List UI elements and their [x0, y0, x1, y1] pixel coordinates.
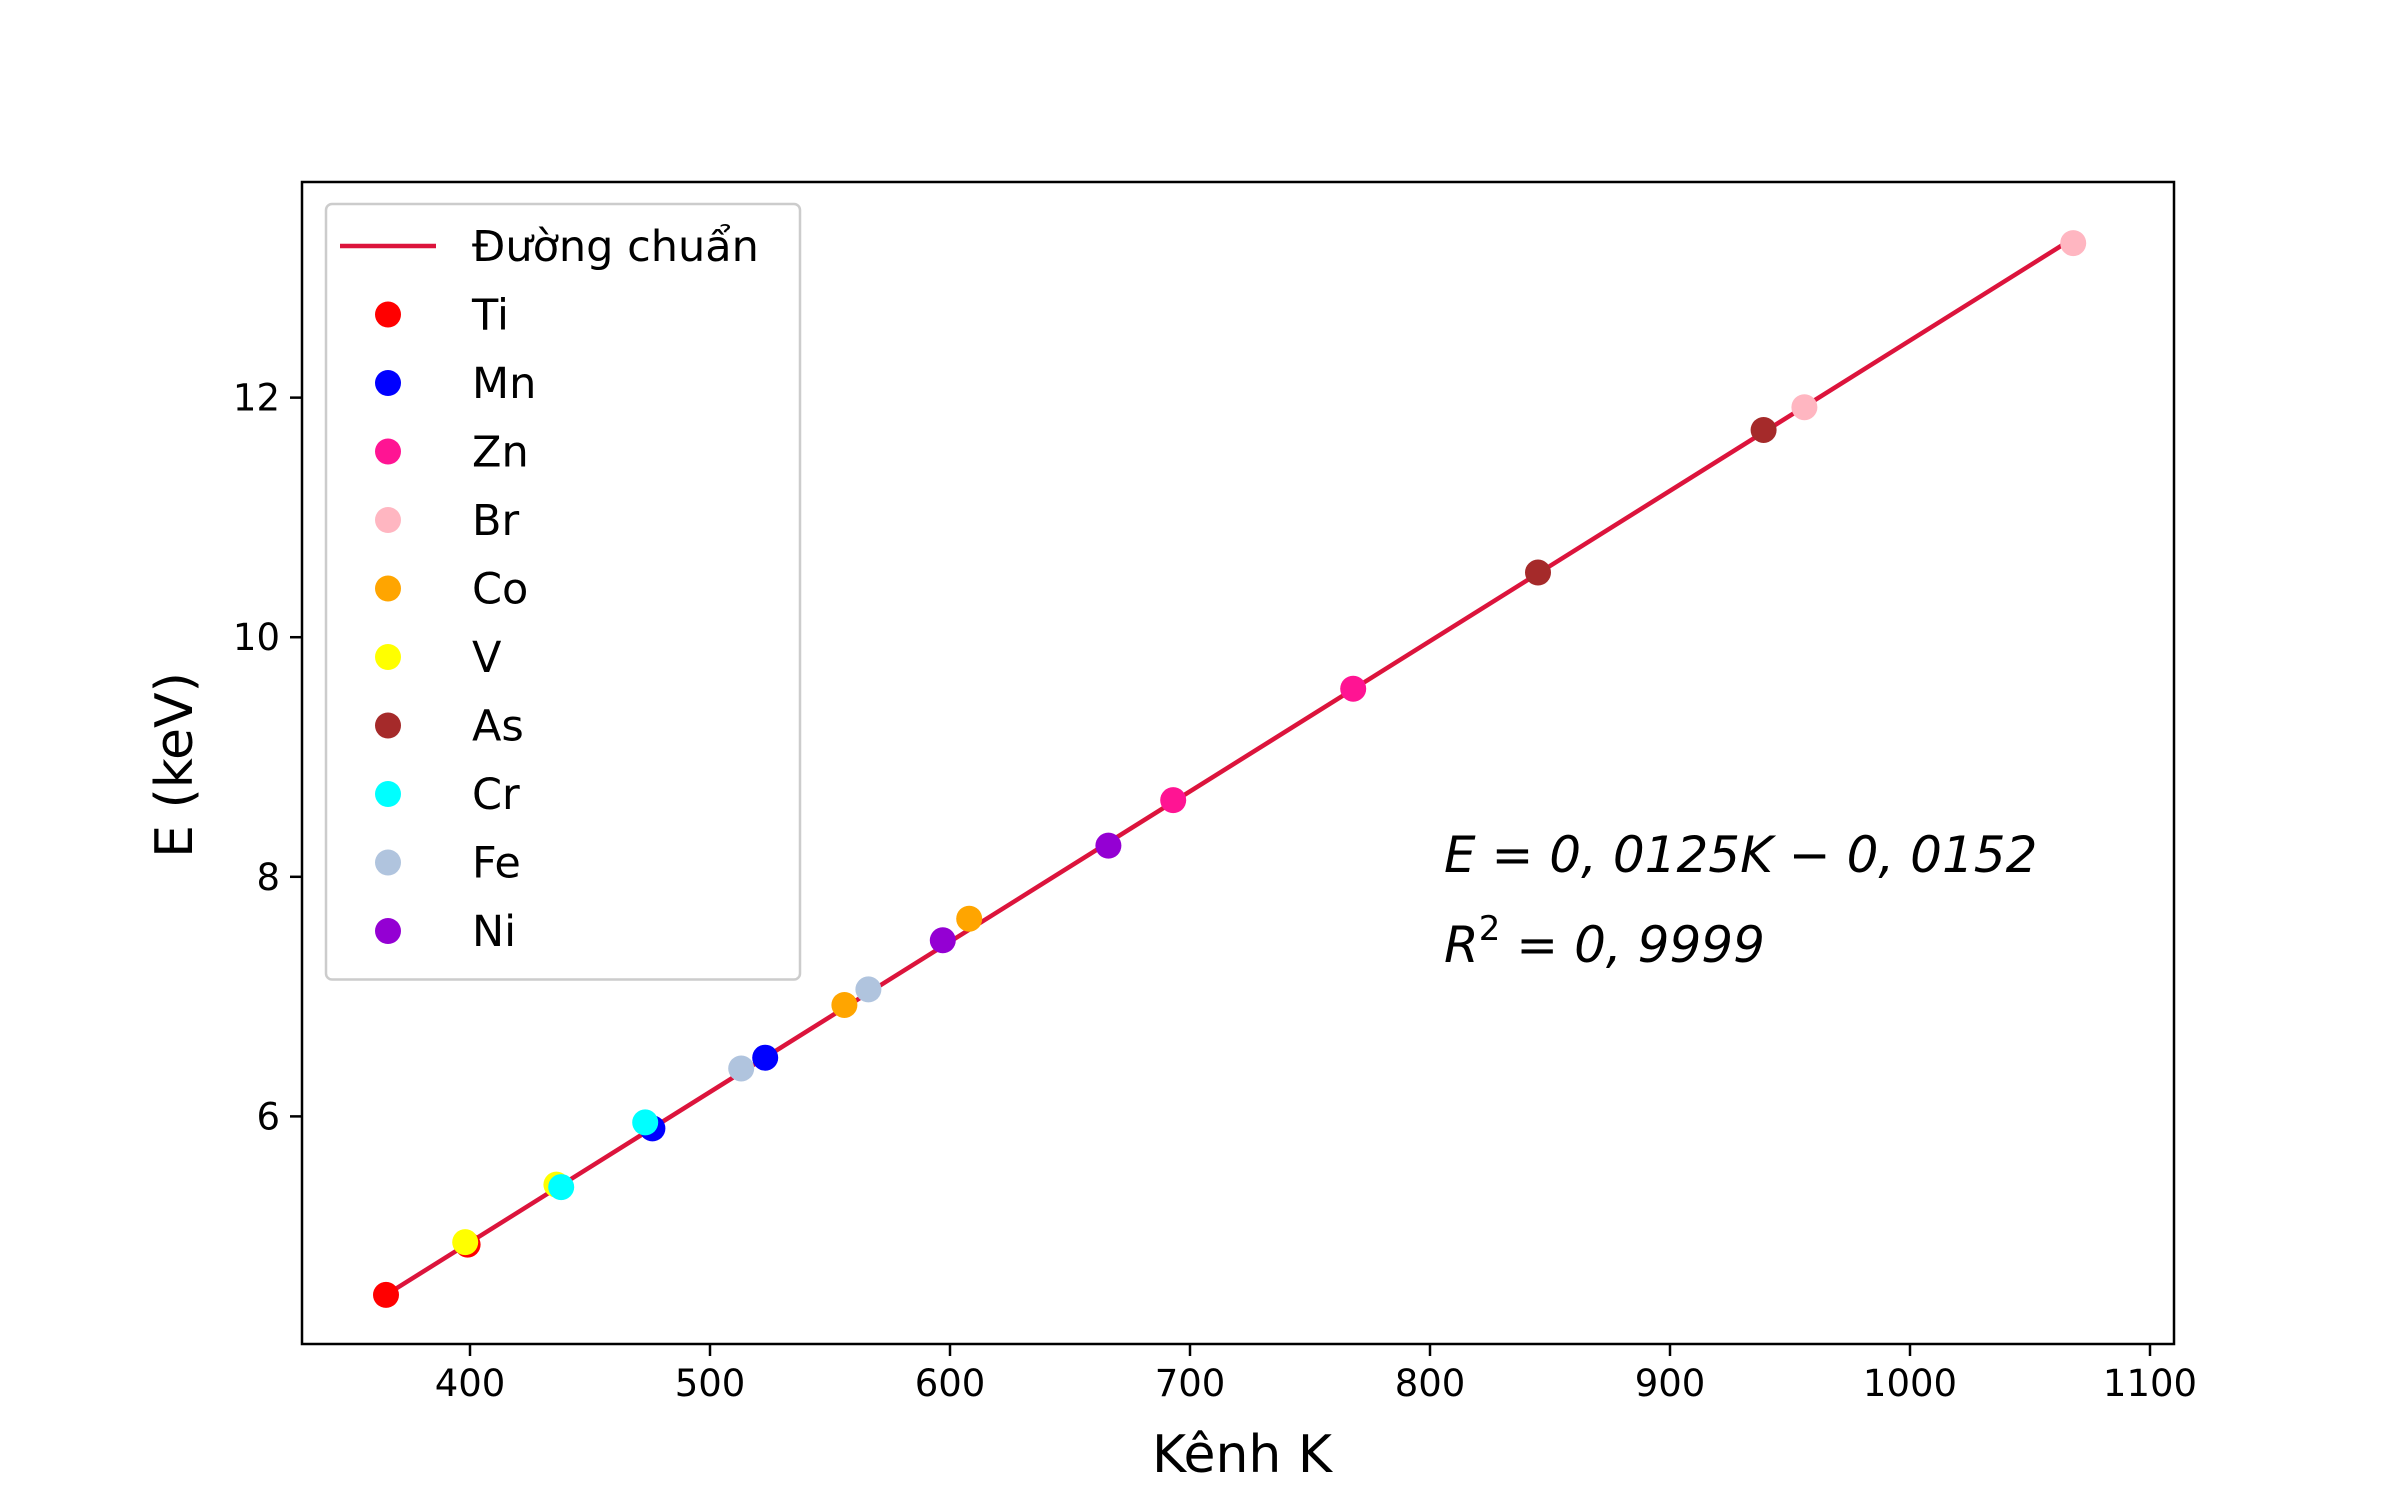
data-point-as-1: [1525, 559, 1551, 586]
axes-frame: [300, 180, 2176, 1346]
legend-label-v: V: [472, 633, 502, 683]
axes: 400 500 600 700 800 900 1000 1100 6 8 10 12: [233, 180, 2197, 1405]
y-tick-label-8: 8: [256, 856, 280, 899]
data-point-v-1: [452, 1229, 479, 1256]
data-point-br-2: [2060, 230, 2087, 257]
fit-annotation: E = 0, 0125K − 0, 0152 R2 = 0, 9999: [1444, 826, 2037, 974]
legend-frame: [324, 202, 802, 981]
x-tick-label-600: 600: [915, 1362, 986, 1405]
x-tick-label-800: 800: [1395, 1362, 1466, 1405]
legend-label-fe: Fe: [472, 839, 521, 889]
data-point-ti-1: [373, 1281, 399, 1308]
data-point-zn-1: [1160, 787, 1187, 814]
legend-marker-mn: [375, 370, 401, 396]
legend-label-co: Co: [472, 565, 528, 615]
data-point-cr-1: [548, 1174, 575, 1201]
data-point-mn-2: [752, 1044, 779, 1071]
legend-label-ti: Ti: [471, 291, 509, 341]
legend-marker-v: [375, 644, 401, 670]
data-point-ni-2: [1095, 832, 1122, 859]
data-point-zn-2: [1340, 675, 1367, 702]
y-tick-label-12: 12: [233, 377, 280, 420]
data-point-fe-2: [855, 976, 882, 1003]
legend-label-ni: Ni: [472, 907, 516, 957]
x-tick-label-1000: 1000: [1863, 1362, 1957, 1405]
legend-label-mn: Mn: [472, 359, 536, 409]
legend-marker-fe: [375, 849, 401, 876]
data-point-as-2: [1750, 416, 1777, 443]
legend: Đường chuẩn Ti Mn Zn Br Co V As Cr Fe Ni: [324, 202, 802, 981]
data-point-ni-1: [929, 927, 956, 954]
r-squared: R2 = 0, 9999: [1444, 909, 1765, 974]
legend-marker-br: [375, 507, 401, 533]
legend-marker-ni: [375, 918, 401, 944]
legend-label-br: Br: [472, 496, 519, 546]
legend-label-as: As: [472, 702, 524, 752]
legend-marker-zn: [375, 438, 401, 465]
x-tick-label-500: 500: [675, 1362, 746, 1405]
x-axis-title: Kênh K: [1152, 1425, 1334, 1485]
legend-marker-ti: [375, 301, 401, 328]
data-point-br-1: [1791, 394, 1818, 421]
legend-label-fit-line: Đường chuẩn: [472, 222, 759, 272]
fit-equation: E = 0, 0125K − 0, 0152: [1444, 826, 2037, 884]
data-point-cr-2: [632, 1109, 659, 1136]
data-point-co-2: [956, 905, 983, 932]
plot-area: [373, 230, 2087, 1308]
x-tick-label-1100: 1100: [2103, 1362, 2197, 1405]
legend-label-zn: Zn: [472, 428, 529, 478]
r-squared-symbol: R: [1444, 916, 1479, 974]
y-tick-label-10: 10: [233, 616, 280, 659]
r-squared-superscript: 2: [1479, 909, 1501, 949]
x-tick-label-400: 400: [435, 1362, 506, 1405]
x-tick-label-900: 900: [1635, 1362, 1706, 1405]
fit-line: [384, 236, 2075, 1297]
legend-label-cr: Cr: [472, 770, 520, 820]
r-squared-value: = 0, 9999: [1500, 916, 1765, 974]
data-point-co-1: [831, 991, 858, 1018]
y-axis-title: E (keV): [145, 672, 205, 858]
data-point-fe-1: [728, 1055, 755, 1082]
y-tick-label-6: 6: [256, 1095, 280, 1138]
legend-marker-cr: [375, 781, 401, 807]
legend-marker-as: [375, 712, 401, 739]
legend-marker-co: [375, 575, 401, 602]
x-tick-label-700: 700: [1155, 1362, 1226, 1405]
